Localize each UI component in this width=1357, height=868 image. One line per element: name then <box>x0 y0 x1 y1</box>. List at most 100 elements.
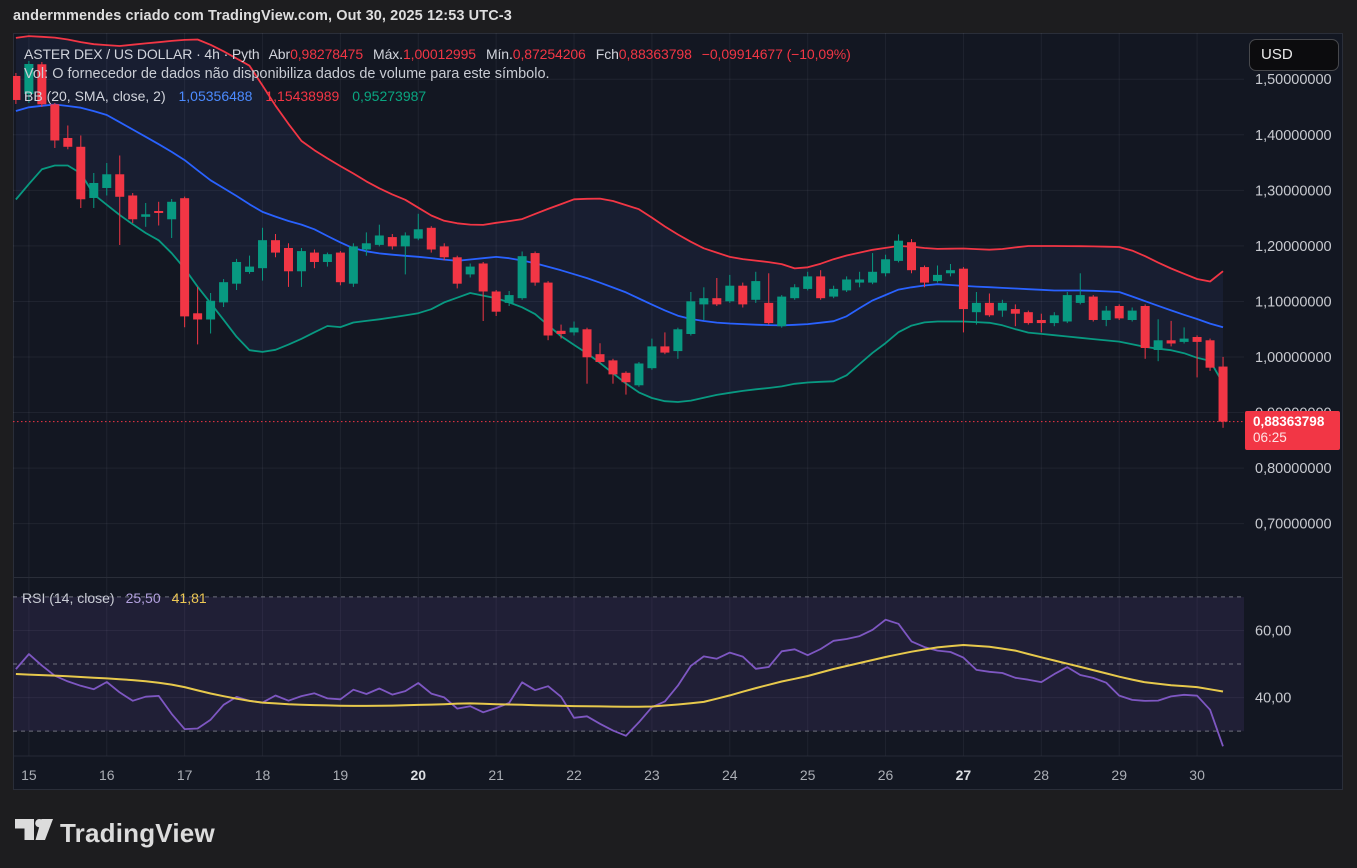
candle <box>543 281 553 341</box>
candle <box>128 192 138 223</box>
candle-body <box>984 302 994 316</box>
price-tick-label: 1,50000000 <box>1255 72 1332 88</box>
last-price-badge[interactable]: 0,88363798 06:25 <box>1245 411 1340 450</box>
ohlc-pair: Abr0,98278475 <box>269 46 364 62</box>
candle <box>465 263 475 278</box>
candle-body <box>439 246 449 258</box>
candle-body <box>1140 305 1150 348</box>
candle <box>932 265 942 283</box>
rsi-legend: RSI (14, close) 25,50 41,81 <box>22 590 207 606</box>
candle-body <box>660 346 670 353</box>
candle <box>439 243 449 261</box>
candle-body <box>76 146 86 200</box>
ohlc-value: 0,87254206 <box>512 46 586 62</box>
candle <box>790 284 800 300</box>
candle <box>167 198 177 238</box>
time-scale[interactable]: 15 16 17 18 19 20 21 22 23 24 25 26 27 28 29 30 <box>21 767 1205 783</box>
candle-body <box>971 302 981 313</box>
candle <box>322 252 332 267</box>
currency-button[interactable]: USD <box>1249 39 1339 71</box>
candle-body <box>309 252 319 262</box>
candle <box>1036 313 1046 333</box>
candle-body <box>154 210 164 213</box>
candle-body <box>829 288 839 297</box>
time-tick-label: 16 <box>99 767 115 783</box>
candle <box>504 290 514 306</box>
time-tick-label: 17 <box>177 767 193 783</box>
ohlc-label: Máx. <box>373 46 403 62</box>
last-price-value: 0,88363798 <box>1253 414 1325 429</box>
candle <box>582 327 592 384</box>
candle <box>920 265 929 288</box>
candle <box>621 371 631 395</box>
candle <box>387 233 397 250</box>
candle-body <box>180 198 190 317</box>
candle <box>647 338 657 370</box>
candle-body <box>1127 310 1137 320</box>
candle <box>154 201 164 226</box>
candle <box>13 72 21 104</box>
candle-body <box>50 104 60 141</box>
candle-body <box>413 229 423 239</box>
candle <box>309 249 319 269</box>
ohlc-label: Fch <box>595 46 619 62</box>
candle-body <box>1166 340 1176 344</box>
time-tick-label: 30 <box>1189 767 1205 783</box>
candle <box>1179 327 1189 344</box>
candle <box>517 251 527 300</box>
ohlc-label: Mín. <box>485 46 513 62</box>
candle <box>984 293 994 317</box>
candle <box>63 125 73 150</box>
candle-body <box>1179 338 1189 342</box>
candle <box>1153 319 1163 362</box>
candle <box>219 279 229 307</box>
candle-body <box>932 274 942 282</box>
symbol-title[interactable]: ASTER DEX / US DOLLAR · 4h · Pyth <box>24 46 260 62</box>
price-tick-label: 1,20000000 <box>1255 239 1332 255</box>
rsi-legend-label[interactable]: RSI (14, close) <box>22 590 115 606</box>
time-tick-label: 29 <box>1111 767 1127 783</box>
candle-body <box>907 242 917 271</box>
price-tick-label: 0,70000000 <box>1255 517 1332 533</box>
ohlc-pair: Mín.0,87254206 <box>486 46 586 62</box>
candle-body <box>1114 305 1124 319</box>
candle-body <box>920 267 929 283</box>
candle-body <box>102 174 112 188</box>
price-tick-label: 1,10000000 <box>1255 294 1332 310</box>
candle <box>608 358 618 384</box>
candle <box>374 224 384 247</box>
rsi-ma-line <box>15 644 1224 708</box>
candle <box>556 324 566 339</box>
candle <box>1101 305 1111 327</box>
candle-body <box>24 63 34 94</box>
time-tick-label: 28 <box>1034 767 1050 783</box>
symbol-row: ASTER DEX / US DOLLAR · 4h · Pyth Abr0,98… <box>24 45 851 64</box>
candle-body <box>556 330 566 334</box>
bb-legend: BB (20, SMA, close, 2) 1,05356488 1,1543… <box>24 87 851 106</box>
price-scale[interactable]: 1,50000000 1,40000000 1,30000000 1,20000000… <box>1255 72 1332 706</box>
candle-body <box>374 235 384 245</box>
candle-body <box>206 300 216 320</box>
bb-band-fill <box>15 36 1223 402</box>
candle <box>361 232 371 256</box>
chart-canvas[interactable]: 1,50000000 1,40000000 1,30000000 1,20000000… <box>13 33 1343 790</box>
candle <box>89 172 99 208</box>
tradingview-logo-text[interactable]: TradingView <box>60 818 215 848</box>
candle <box>1140 304 1150 359</box>
candle <box>283 243 293 287</box>
change-value: −0,09914677 (−10,09%) <box>701 46 851 62</box>
price-tick-label: 1,00000000 <box>1255 350 1332 366</box>
candle-body <box>764 302 774 324</box>
candle-body <box>1088 296 1098 320</box>
time-tick-label: 25 <box>800 767 816 783</box>
bb-upper-line <box>15 35 1224 283</box>
bb-legend-label[interactable]: BB (20, SMA, close, 2) <box>24 88 166 104</box>
candle-body <box>608 360 618 375</box>
candle-body <box>219 282 229 303</box>
candle <box>855 271 865 288</box>
candle-body <box>491 291 501 312</box>
candle <box>426 226 436 253</box>
candle <box>1192 335 1202 378</box>
candle <box>491 289 501 316</box>
tradingview-logo-icon[interactable] <box>15 818 53 842</box>
